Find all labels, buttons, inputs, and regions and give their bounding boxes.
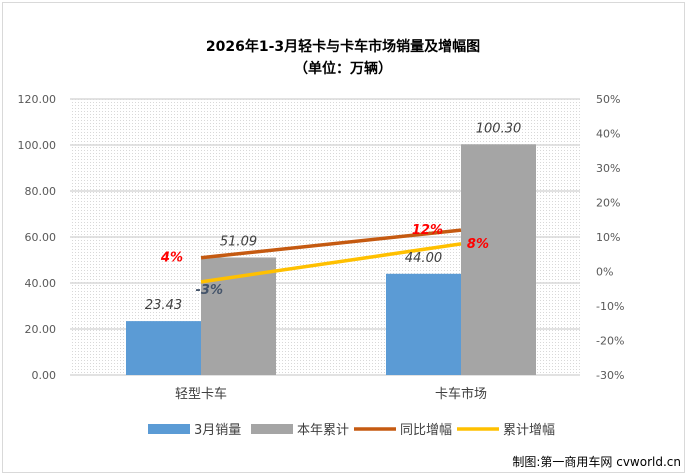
legend-label: 同比增幅 bbox=[400, 423, 452, 438]
category-label: 轻型卡车 bbox=[175, 386, 227, 402]
legend-swatch bbox=[148, 424, 190, 434]
left-tick-label: 40.00 bbox=[25, 277, 57, 290]
left-tick-label: 120.00 bbox=[18, 93, 57, 106]
right-tick-label: 30% bbox=[596, 162, 620, 175]
footer-credit: 制图:第一商用车网 cvworld.cn bbox=[512, 454, 681, 469]
right-tick-label: -10% bbox=[596, 300, 624, 313]
bar bbox=[126, 321, 201, 375]
left-tick-label: 100.00 bbox=[18, 139, 57, 152]
line-data-label: 12% bbox=[412, 223, 443, 238]
bar-data-label: 100.30 bbox=[476, 121, 522, 136]
chart-title: 2026年1-3月轻卡与卡车市场销量及增幅图 bbox=[206, 38, 480, 55]
line-data-label: 4% bbox=[160, 251, 183, 266]
right-tick-label: 10% bbox=[596, 231, 620, 244]
bar-data-label: 44.00 bbox=[405, 251, 442, 266]
right-tick-label: 50% bbox=[596, 93, 620, 106]
line-data-label: 8% bbox=[467, 237, 489, 252]
bar bbox=[386, 273, 461, 375]
bar bbox=[461, 144, 536, 375]
right-tick-label: 20% bbox=[596, 197, 620, 210]
right-tick-label: -30% bbox=[596, 369, 624, 382]
left-tick-label: 20.00 bbox=[25, 323, 57, 336]
left-tick-label: 0.00 bbox=[32, 369, 57, 382]
left-tick-label: 80.00 bbox=[25, 185, 57, 198]
line-series bbox=[200, 228, 462, 260]
chart-subtitle: （单位：万辆） bbox=[294, 60, 392, 77]
legend-label: 3月销量 bbox=[194, 423, 241, 438]
left-tick-label: 60.00 bbox=[25, 231, 57, 244]
right-tick-label: 40% bbox=[596, 128, 620, 141]
bar-data-label: 51.09 bbox=[220, 234, 257, 249]
line-data-label: -3% bbox=[196, 283, 223, 298]
bar-data-label: 23.43 bbox=[145, 298, 182, 313]
line-series bbox=[200, 242, 462, 284]
right-tick-label: -20% bbox=[596, 335, 624, 348]
legend-label: 本年累计 bbox=[297, 423, 349, 438]
legend-label: 累计增幅 bbox=[503, 423, 555, 438]
category-label: 卡车市场 bbox=[435, 386, 487, 402]
legend-swatch bbox=[251, 424, 293, 434]
right-tick-label: 0% bbox=[596, 266, 613, 279]
